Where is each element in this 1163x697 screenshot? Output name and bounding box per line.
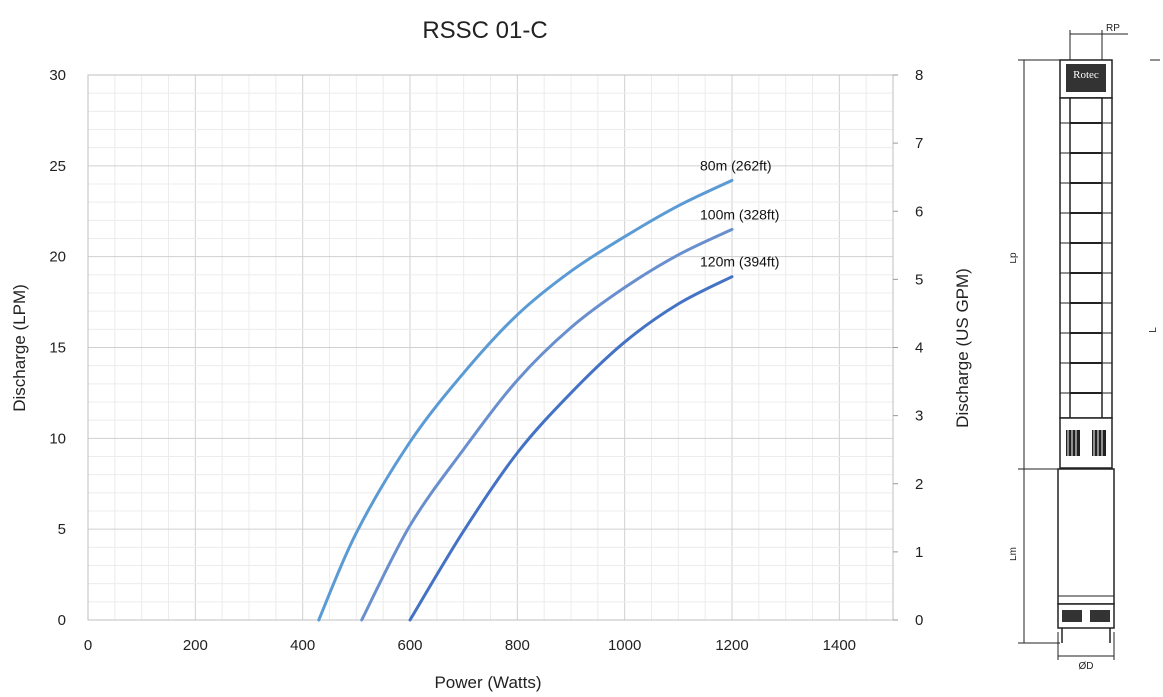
x-tick-label: 800 — [505, 637, 530, 654]
pump-stages — [1059, 97, 1113, 419]
chart-axes: 0 200 400 600 800 1000 1200 1400051015202530012… — [49, 67, 923, 654]
chart-title: RSSC 01-C — [422, 17, 547, 44]
rp-label: RP — [1106, 23, 1120, 34]
y-axis-left-title: Discharge (LPM) — [10, 284, 29, 412]
y-tick-label-right: 6 — [915, 203, 923, 220]
lp-label: Lp — [1010, 252, 1019, 264]
y-tick-label-right: 7 — [915, 135, 923, 152]
y-tick-label-left: 0 — [58, 612, 66, 629]
y-axis-right-title: Discharge (US GPM) — [953, 268, 972, 428]
y-tick-label-left: 30 — [49, 67, 66, 84]
x-axis-title: Power (Watts) — [434, 673, 541, 692]
y-tick-label-left: 10 — [49, 430, 66, 447]
y-tick-label-left: 20 — [49, 249, 66, 266]
series-line-3 — [408, 275, 734, 622]
motor-body — [1057, 468, 1115, 643]
x-tick-label: 600 — [397, 637, 422, 654]
x-tick-label: 400 — [290, 637, 315, 654]
chart-series — [317, 178, 734, 622]
y-tick-label-right: 2 — [915, 476, 923, 493]
performance-chart: 0 200 400 600 800 1000 1200 1400051015202530012… — [10, 17, 972, 692]
y-tick-label-right: 5 — [915, 271, 923, 288]
diameter-dimension: ØD — [1057, 632, 1115, 672]
y-tick-label-left: 15 — [49, 340, 66, 357]
x-tick-label: 200 — [183, 637, 208, 654]
rp-dimension: RP — [1069, 23, 1128, 60]
x-tick-label: 1400 — [823, 637, 856, 654]
series-line-1 — [317, 178, 734, 622]
rotec-logo: Rotec — [1073, 69, 1099, 81]
x-tick-label: 0 — [84, 637, 92, 654]
series-label-1: 80m (262ft) — [700, 157, 772, 173]
y-tick-label-right: 1 — [915, 544, 923, 561]
series-label-2: 100m (328ft) — [700, 206, 779, 222]
chart-grid — [87, 74, 894, 621]
chart-series-labels: 80m (262ft) 100m (328ft) 120m (394ft) — [700, 157, 779, 269]
y-tick-label-left: 5 — [58, 521, 66, 538]
x-tick-label: 1200 — [715, 637, 748, 654]
series-line-2 — [360, 227, 734, 622]
y-tick-label-right: 4 — [915, 340, 923, 357]
y-tick-label-right: 8 — [915, 67, 923, 84]
y-tick-label-right: 3 — [915, 408, 923, 425]
pump-dimension-diagram: RP Lp Lm L Rotec — [1010, 23, 1160, 672]
l-label: L — [1148, 327, 1159, 333]
y-tick-label-right: 0 — [915, 612, 923, 629]
length-dimension-lines: Lp Lm L — [1010, 59, 1160, 644]
x-tick-label: 1000 — [608, 637, 641, 654]
pump-head: Rotec — [1059, 59, 1113, 99]
od-label: ØD — [1079, 661, 1094, 672]
lm-label: Lm — [1010, 547, 1019, 561]
suction-screen — [1059, 417, 1113, 469]
series-label-3: 120m (394ft) — [700, 254, 779, 270]
y-tick-label-left: 25 — [49, 158, 66, 175]
